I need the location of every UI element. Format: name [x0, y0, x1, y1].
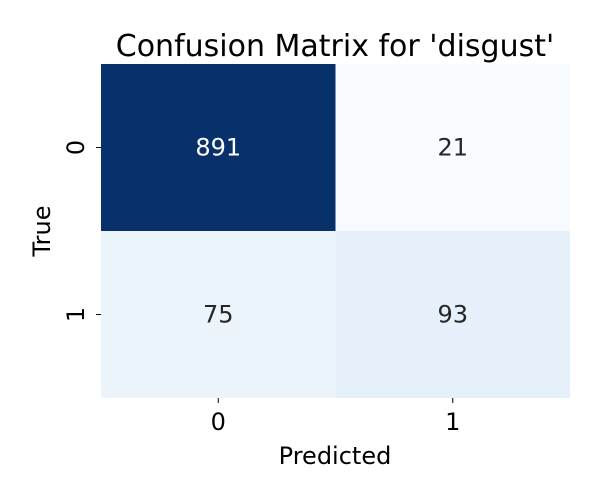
x-axis-label: Predicted [279, 442, 392, 470]
heatmap-cell-0-1 [335, 64, 570, 231]
heatmap-cells [101, 64, 570, 398]
heatmap-cell-1-0 [101, 231, 336, 398]
heatmap-cell-value-0-1: 21 [437, 134, 468, 162]
heatmap-cell-labels: 891 21 75 93 [195, 134, 468, 329]
heatmap-cell-value-1-1: 93 [437, 301, 468, 329]
y-axis-label: True [28, 206, 56, 258]
heatmap-cell-1-1 [335, 231, 570, 398]
y-tick-label-0: 0 [62, 140, 90, 155]
heatmap-cell-0-0 [101, 64, 336, 231]
chart-title: Confusion Matrix for 'disgust' [116, 29, 555, 64]
heatmap-cell-value-1-0: 75 [203, 301, 234, 329]
x-tick-label-0: 0 [211, 408, 226, 436]
heatmap-cell-value-0-0: 891 [195, 134, 241, 162]
y-tick-label-1: 1 [62, 307, 90, 322]
x-tick-label-1: 1 [445, 408, 460, 436]
y-axis-ticks: 01 [62, 140, 101, 322]
